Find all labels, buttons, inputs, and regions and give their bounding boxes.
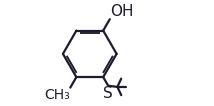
Text: S: S — [103, 86, 113, 101]
Text: OH: OH — [110, 4, 134, 19]
Text: CH₃: CH₃ — [44, 88, 70, 102]
